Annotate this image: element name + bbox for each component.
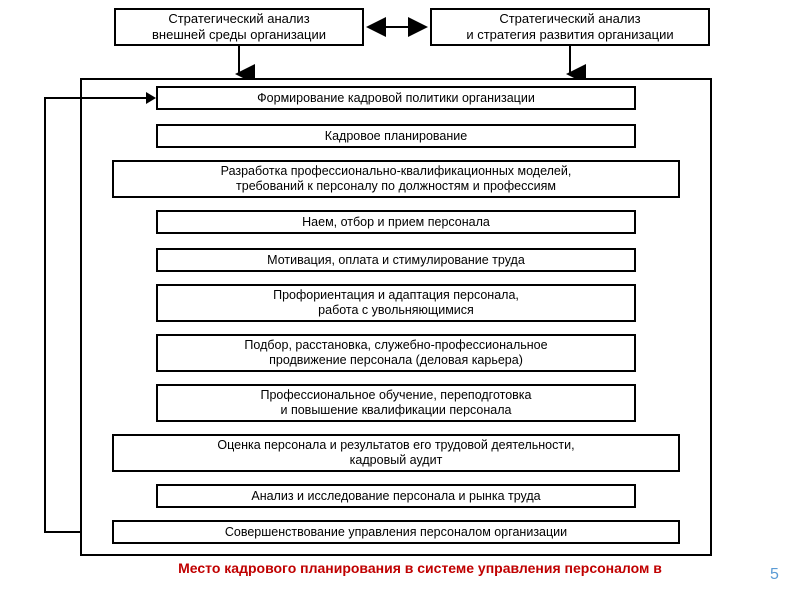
feedback-line: [44, 97, 148, 99]
arrow-down-icon: [0, 0, 800, 90]
process-step: Формирование кадровой политики организац…: [156, 86, 636, 110]
process-step: Совершенствование управления персоналом …: [112, 520, 680, 544]
process-step-label: Оценка персонала и результатов его трудо…: [217, 438, 574, 468]
process-step-label: Мотивация, оплата и стимулирование труда: [267, 253, 525, 268]
feedback-line: [44, 531, 80, 533]
process-step-label: Разработка профессионально-квалификацион…: [221, 164, 572, 194]
process-step-label: Наем, отбор и прием персонала: [302, 215, 490, 230]
process-step-label: Профессиональное обучение, переподготовк…: [260, 388, 531, 418]
process-step: Оценка персонала и результатов его трудо…: [112, 434, 680, 472]
process-step-label: Совершенствование управления персоналом …: [225, 525, 567, 540]
hr-planning-diagram: Стратегический анализ внешней среды орга…: [0, 0, 800, 600]
process-step: Анализ и исследование персонала и рынка …: [156, 484, 636, 508]
process-step: Подбор, расстановка, служебно-профессион…: [156, 334, 636, 372]
process-step: Мотивация, оплата и стимулирование труда: [156, 248, 636, 272]
caption-text: Место кадрового планирования в системе у…: [178, 560, 662, 576]
diagram-caption: Место кадрового планирования в системе у…: [120, 560, 720, 576]
process-step-label: Подбор, расстановка, служебно-профессион…: [244, 338, 547, 368]
process-step: Наем, отбор и прием персонала: [156, 210, 636, 234]
process-step: Профориентация и адаптация персонала, ра…: [156, 284, 636, 322]
process-step: Разработка профессионально-квалификацион…: [112, 160, 680, 198]
page-number-text: 5: [770, 566, 779, 583]
page-number: 5: [770, 566, 779, 584]
process-step-label: Формирование кадровой политики организац…: [257, 91, 535, 106]
feedback-line: [44, 98, 46, 532]
arrow-right-icon: [146, 92, 158, 104]
process-step-label: Профориентация и адаптация персонала, ра…: [273, 288, 519, 318]
process-step: Профессиональное обучение, переподготовк…: [156, 384, 636, 422]
process-step: Кадровое планирование: [156, 124, 636, 148]
process-step-label: Кадровое планирование: [325, 129, 467, 144]
process-step-label: Анализ и исследование персонала и рынка …: [251, 489, 540, 504]
